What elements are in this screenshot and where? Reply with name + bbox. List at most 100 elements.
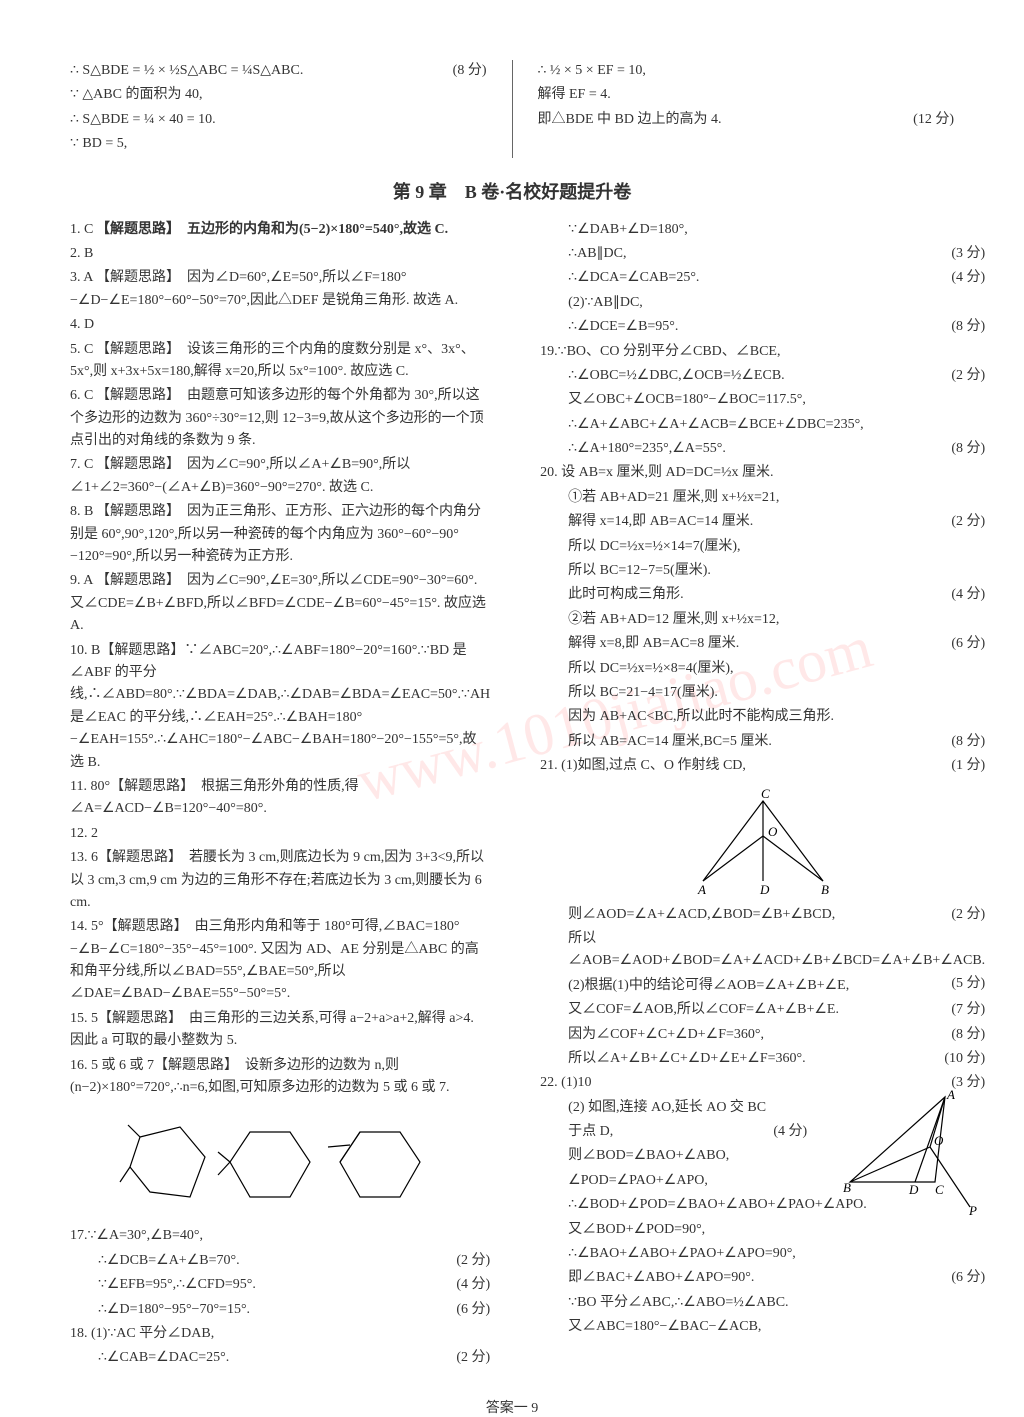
- lbl22-O: O: [934, 1133, 944, 1148]
- q12n: 12. 2: [70, 823, 98, 845]
- r21-0s: (1 分): [951, 755, 985, 777]
- q14t: 【解题思路】 由三角形内角和等于 180°可得,∠BAC=180°−∠B−∠C=…: [70, 919, 479, 1001]
- tl-score: (8 分): [453, 60, 487, 82]
- q17-0: 17.∵∠A=30°,∠B=40°,: [70, 1228, 203, 1243]
- top-left-col: ∴ S△BDE = ½ × ½S△ABC = ¼S△ABC. (8 分) ∵ △A…: [70, 60, 487, 158]
- rt2s: (4 分): [951, 267, 985, 289]
- rt0: ∵∠DAB+∠D=180°,: [568, 222, 688, 237]
- chapter-title: 第 9 章 B 卷·名校好题提升卷: [70, 178, 954, 204]
- r19-4s: (8 分): [951, 438, 985, 460]
- r20-11s: (8 分): [951, 731, 985, 753]
- lbl-C: C: [761, 786, 770, 801]
- rt2: ∴∠DCA=∠CAB=25°.: [568, 270, 699, 285]
- q9t: 【解题思路】 因为∠C=90°,∠E=30°,所以∠CDE=90°−30°=60…: [70, 573, 486, 633]
- r22-1: (2) 如图,连接 AO,延长 AO 交 BC: [568, 1100, 766, 1115]
- r20-3: 所以 DC=½x=½×14=7(厘米),: [568, 539, 740, 554]
- q1n: 1. C: [70, 219, 96, 241]
- r20-5s: (4 分): [951, 584, 985, 606]
- lbl-A: A: [697, 882, 706, 896]
- tl2: ∴ S△BDE = ¼ × 40 = 10.: [70, 109, 487, 131]
- r20-7s: (6 分): [951, 633, 985, 655]
- r22-2s: (4 分): [773, 1121, 807, 1143]
- q2n: 2. B: [70, 243, 96, 265]
- hexagon-figures: [110, 1107, 450, 1217]
- r20-7: 解得 x=8,即 AB=AC=8 厘米.: [568, 636, 739, 651]
- q11n: 11. 80°: [70, 776, 110, 798]
- r22-2: 于点 D,: [568, 1124, 613, 1139]
- q4n: 4. D: [70, 314, 96, 336]
- q15n: 15. 5: [70, 1008, 98, 1030]
- tl1: ∵ △ABC 的面积为 40,: [70, 84, 487, 106]
- q3t: 【解题思路】 因为∠D=60°,∠E=50°,所以∠F=180°−∠D−∠E=1…: [70, 270, 458, 307]
- tr-score: (12 分): [913, 109, 954, 131]
- q10n: 10. B: [70, 640, 100, 662]
- r22-10: 又∠ABC=180°−∠BAC−∠ACB,: [568, 1319, 761, 1334]
- lbl22-A: A: [946, 1087, 955, 1102]
- tr0: ∴ ½ × 5 × EF = 10,: [538, 60, 955, 82]
- r20-4: 所以 BC=12−7=5(厘米).: [568, 563, 711, 578]
- rt1: ∴AB∥DC,: [568, 246, 626, 261]
- main-columns: 1. C【解题思路】 五边形的内角和为(5−2)×180°=540°,故选 C.…: [70, 219, 954, 1372]
- rt1s: (3 分): [951, 243, 985, 265]
- rt4s: (8 分): [951, 316, 985, 338]
- r19-1s: (2 分): [951, 365, 985, 387]
- q1t: 【解题思路】 五边形的内角和为(5−2)×180°=540°,故选 C.: [96, 222, 448, 237]
- r21b-4s: (8 分): [951, 1024, 985, 1046]
- q8t: 【解题思路】 因为正三角形、正方形、正六边形的每个内角分别是 60°,90°,1…: [70, 504, 481, 564]
- r21b-3: 又∠COF=∠AOB,所以∠COF=∠A+∠B+∠E.: [568, 1002, 839, 1017]
- q17-2s: (4 分): [456, 1274, 490, 1296]
- q18-1: ∴∠CAB=∠DAC=25°.: [98, 1350, 229, 1365]
- lbl-D: D: [759, 882, 770, 896]
- r20-5: 此时可构成三角形.: [568, 587, 684, 602]
- q9n: 9. A: [70, 570, 96, 592]
- top-section: ∴ S△BDE = ½ × ½S△ABC = ¼S△ABC. (8 分) ∵ △A…: [70, 60, 954, 158]
- q18-0: 18. (1)∵AC 平分∠DAB,: [70, 1326, 214, 1341]
- q15t: 【解题思路】 由三角形的三边关系,可得 a−2+a>a+2,解得 a>4. 因此…: [70, 1011, 474, 1048]
- q13t: 【解题思路】 若腰长为 3 cm,则底边长为 9 cm,因为 3+3<9,所以以…: [70, 850, 484, 910]
- lbl22-D: D: [908, 1182, 919, 1197]
- triangle-figure-22: A B C D O P: [835, 1087, 985, 1217]
- lbl22-P: P: [968, 1203, 977, 1217]
- r21-0: 21. (1)如图,过点 C、O 作射线 CD,: [540, 758, 746, 773]
- q6n: 6. C: [70, 385, 96, 407]
- r21b-1: 所以∠AOB=∠AOD+∠BOD=∠A+∠ACD+∠B+∠BCD=∠A+∠B+∠…: [568, 931, 985, 968]
- r22-0: 22. (1)10: [540, 1075, 591, 1090]
- r20-10: 因为 AB+AC<BC,所以此时不能构成三角形.: [568, 709, 834, 724]
- r21b-4: 因为∠COF+∠C+∠D+∠F=360°,: [568, 1027, 764, 1042]
- q18-1s: (2 分): [456, 1347, 490, 1369]
- r20-2: 解得 x=14,即 AB=AC=14 厘米.: [568, 514, 753, 529]
- q17-3: ∴∠D=180°−95°−70°=15°.: [98, 1302, 250, 1317]
- r22-7: ∴∠BAO+∠ABO+∠PAO+∠APO=90°,: [568, 1246, 796, 1261]
- r19-2: 又∠OBC+∠OCB=180°−∠BOC=117.5°,: [568, 392, 806, 407]
- r22-5: ∴∠BOD+∠POD=∠BAO+∠ABO+∠PAO+∠APO.: [568, 1197, 867, 1212]
- q17-3s: (6 分): [456, 1299, 490, 1321]
- r20-1: ①若 AB+AD=21 厘米,则 x+½x=21,: [568, 490, 779, 505]
- r20-0: 20. 设 AB=x 厘米,则 AD=DC=½x 厘米.: [540, 465, 773, 480]
- r20-6: ②若 AB+AD=12 厘米,则 x+½x=12,: [568, 612, 779, 627]
- r19-3: ∴∠A+∠ABC+∠A+∠ACB=∠BCE+∠DBC=235°,: [568, 417, 864, 432]
- right-column: ∵∠DAB+∠D=180°, ∴AB∥DC, (3 分) ∴∠DCA=∠CAB=2…: [540, 219, 985, 1372]
- q17-2: ∵∠EFB=95°,∴∠CFD=95°.: [98, 1277, 256, 1292]
- r19-4: ∴∠A+180°=235°,∠A=55°.: [568, 441, 726, 456]
- r21b-5: 所以∠A+∠B+∠C+∠D+∠E+∠F=360°.: [568, 1051, 805, 1066]
- triangle-figure-21: C O A D B: [673, 786, 853, 896]
- tl0: ∴ S△BDE = ½ × ½S△ABC = ¼S△ABC.: [70, 63, 303, 78]
- tl3: ∵ BD = 5,: [70, 133, 487, 155]
- top-divider: [512, 60, 513, 158]
- rt4: ∴∠DCE=∠B=95°.: [568, 319, 678, 334]
- lbl-O: O: [768, 824, 778, 839]
- top-right-col: ∴ ½ × 5 × EF = 10, 解得 EF = 4. 即△BDE 中 BD…: [538, 60, 955, 158]
- q14n: 14. 5°: [70, 916, 104, 938]
- r21b-5s: (10 分): [944, 1048, 985, 1070]
- q5n: 5. C: [70, 339, 96, 361]
- left-column: 1. C【解题思路】 五边形的内角和为(5−2)×180°=540°,故选 C.…: [70, 219, 490, 1372]
- r22-4: ∠POD=∠PAO+∠APO,: [568, 1173, 708, 1188]
- q13n: 13. 6: [70, 847, 98, 869]
- rt3: (2)∵AB∥DC,: [568, 295, 643, 310]
- r19-1: ∴∠OBC=½∠DBC,∠OCB=½∠ECB.: [568, 368, 785, 383]
- r20-8: 所以 DC=½x=½×8=4(厘米),: [568, 661, 733, 676]
- q7t: 【解题思路】 因为∠C=90°,所以∠A+∠B=90°,所以∠1+∠2=360°…: [70, 457, 410, 494]
- q11t: 【解题思路】 根据三角形外角的性质,得∠A=∠ACD−∠B=120°−40°=8…: [70, 779, 359, 816]
- r22-8: 即∠BAC+∠ABO+∠APO=90°.: [568, 1270, 754, 1285]
- q17-1: ∴∠DCB=∠A+∠B=70°.: [98, 1253, 240, 1268]
